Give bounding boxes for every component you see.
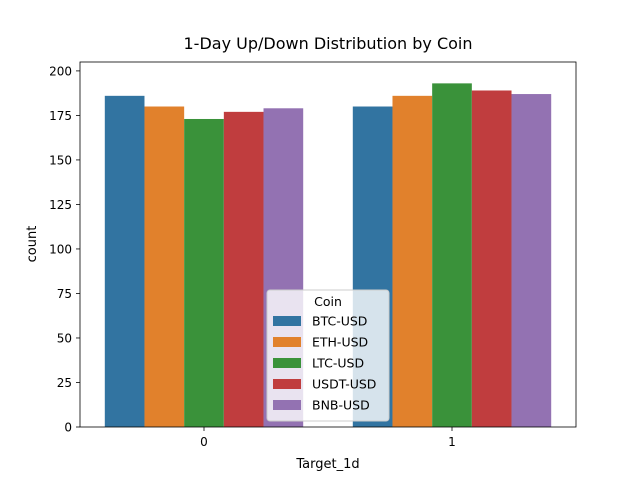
y-tick-label: 75 [57, 287, 72, 301]
bar-ltc-usd-1 [432, 83, 472, 428]
x-axis-label: Target_1d [295, 457, 359, 472]
legend-swatch-bnb-usd [273, 400, 301, 410]
y-tick-label: 0 [64, 421, 72, 435]
legend-swatch-eth-usd [273, 337, 301, 347]
legend-swatch-usdt-usd [273, 379, 301, 389]
legend-label-eth-usd: ETH-USD [312, 335, 368, 350]
bar-usdt-usd-0 [223, 111, 264, 427]
bars-group [104, 83, 552, 428]
y-tick-label: 200 [49, 64, 72, 78]
legend-swatch-btc-usd [273, 316, 301, 326]
x-tick-label: 1 [448, 435, 456, 449]
bar-usdt-usd-1 [471, 90, 512, 428]
legend: Coin BTC-USD ETH-USD LTC-USD USDT-USD BNB-US… [266, 289, 390, 422]
legend-label-ltc-usd: LTC-USD [312, 356, 364, 371]
x-tick-label: 0 [200, 435, 208, 449]
y-tick-label: 25 [57, 376, 72, 390]
chart-title: 1-Day Up/Down Distribution by Coin [184, 34, 473, 53]
bar-eth-usd-1 [392, 95, 433, 427]
y-tick-label: 100 [49, 242, 72, 256]
bar-btc-usd-0 [104, 95, 145, 427]
legend-title: Coin [314, 294, 342, 309]
bar-eth-usd-0 [144, 106, 185, 427]
y-tick-label: 175 [49, 109, 72, 123]
y-axis-label: count [25, 226, 40, 263]
y-tick-label: 125 [49, 198, 72, 212]
legend-label-btc-usd: BTC-USD [312, 314, 367, 329]
y-tick-label: 150 [49, 153, 72, 167]
bar-ltc-usd-0 [184, 118, 224, 427]
legend-label-bnb-usd: BNB-USD [312, 398, 370, 413]
y-axis: 0 25 50 75 100 125 150 175 200 [49, 64, 80, 435]
legend-swatch-ltc-usd [273, 358, 301, 368]
bar-bnb-usd-1 [511, 94, 552, 428]
y-tick-label: 50 [57, 331, 72, 345]
plot-frame [79, 61, 577, 428]
legend-label-usdt-usd: USDT-USD [312, 377, 376, 392]
